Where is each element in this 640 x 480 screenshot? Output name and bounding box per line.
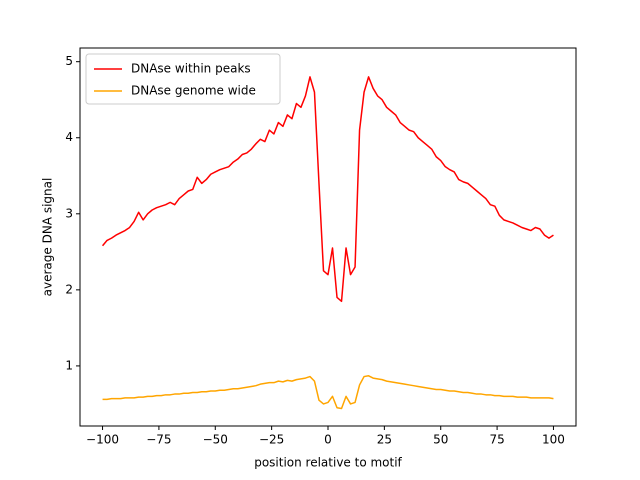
x-tick-label: 50	[433, 433, 448, 447]
y-axis-label: average DNA signal	[41, 178, 55, 297]
x-tick-label: 0	[324, 433, 332, 447]
y-tick-label: 4	[65, 130, 73, 144]
x-tick-label: 100	[542, 433, 565, 447]
x-tick-label: −25	[259, 433, 284, 447]
x-tick-label: 25	[377, 433, 392, 447]
x-axis-label: position relative to motif	[254, 456, 402, 470]
y-tick-label: 1	[65, 358, 73, 372]
legend-box	[85, 53, 281, 105]
x-tick-label: −100	[86, 433, 119, 447]
x-tick-label: −75	[146, 433, 171, 447]
x-tick-label: −50	[203, 433, 228, 447]
data-line	[102, 375, 554, 410]
legend-label: DNAse genome wide	[131, 84, 256, 98]
y-tick-label: 2	[65, 282, 73, 296]
y-tick-label: 3	[65, 206, 73, 220]
legend-label: DNAse within peaks	[131, 62, 251, 76]
axes-frame	[79, 47, 577, 427]
x-tick-label: 75	[489, 433, 504, 447]
y-tick-label: 5	[65, 54, 73, 68]
data-line	[101, 76, 554, 303]
